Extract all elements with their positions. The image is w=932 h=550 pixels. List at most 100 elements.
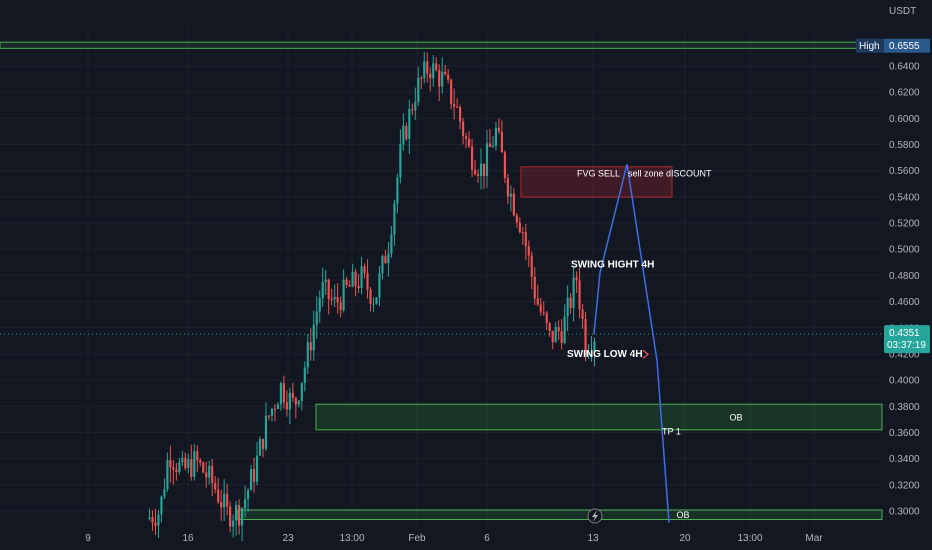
candle-body	[512, 193, 515, 216]
candle-body	[351, 271, 354, 287]
candle-body	[563, 316, 566, 343]
candle-body	[348, 285, 351, 287]
candle-body	[193, 451, 196, 477]
candle-body	[300, 382, 303, 401]
candle-body	[536, 298, 539, 305]
candle-body	[435, 63, 438, 71]
tp1-label: TP 1	[662, 427, 681, 437]
zone-high-line	[0, 41, 883, 49]
candle-body	[482, 163, 486, 176]
sell-zone-label: sell zone dISCOUNT	[628, 169, 712, 179]
candle-body	[363, 266, 366, 274]
candle-body	[223, 493, 226, 508]
candle-body	[324, 279, 327, 282]
candle-body	[297, 400, 300, 405]
candle-body	[423, 61, 426, 79]
y-tick-label: 0.3400	[889, 454, 920, 465]
candle-body	[202, 462, 205, 473]
candle-body	[217, 489, 220, 503]
candle-body	[584, 319, 587, 356]
candle-body	[279, 383, 282, 405]
candle-body	[276, 404, 279, 409]
candle-body	[396, 177, 399, 204]
x-tick-label: 16	[182, 533, 194, 544]
candle-body	[578, 280, 581, 310]
candle-body	[205, 472, 208, 478]
candle-body	[220, 502, 223, 508]
candle-body	[587, 352, 590, 356]
x-tick-label: 13	[587, 533, 599, 544]
candle-body	[354, 271, 357, 286]
annotations: FVG SELL sell zone dISCOUNT OB OB SWING HIGH…	[567, 169, 743, 524]
candle-body	[255, 455, 259, 482]
candle-body	[467, 138, 471, 147]
candle-body	[557, 327, 560, 332]
candle-body	[157, 514, 160, 526]
candle-body	[199, 460, 202, 463]
candle-body	[273, 408, 277, 410]
candle-body	[336, 296, 339, 303]
candle-body	[488, 143, 492, 147]
candle-body	[309, 342, 312, 351]
candle-body	[453, 103, 456, 107]
candle-body	[270, 408, 274, 416]
candle-body	[521, 232, 524, 234]
candle-body	[321, 281, 324, 299]
price-axis[interactable]: USDT 0.6400 0.6200 0.6000 0.5800 0.5600 0.5400…	[889, 6, 920, 518]
lightning-glyph-icon	[592, 510, 598, 522]
candle-body	[318, 298, 321, 312]
candle-body	[252, 469, 256, 482]
ob-upper-label: OB	[729, 413, 742, 423]
candle-body	[438, 70, 441, 87]
candle-body	[327, 279, 330, 299]
candle-body	[282, 383, 285, 403]
y-tick-label: 0.3600	[889, 428, 920, 439]
candle-body	[249, 469, 253, 491]
candle-body	[235, 505, 238, 521]
current-price-text: 0.4351	[889, 328, 920, 339]
candle-body	[533, 276, 536, 299]
candle-body	[462, 121, 465, 137]
candle-body	[414, 101, 417, 111]
time-axis[interactable]: 9 16 23 13:00 Feb 6 13 20 13:00 Mar	[85, 533, 823, 544]
x-tick-label: 9	[85, 533, 91, 544]
candle-body	[381, 256, 384, 274]
candle-body	[333, 296, 336, 300]
candle-body	[456, 106, 459, 108]
candle-body	[509, 193, 512, 197]
candle-body	[560, 331, 563, 343]
candle-body	[285, 402, 288, 410]
candle-body	[426, 61, 429, 74]
high-value-badge	[884, 38, 930, 53]
candle-body	[473, 169, 477, 175]
candle-body	[441, 71, 444, 87]
candle-body	[405, 125, 408, 139]
candle-body	[479, 163, 483, 177]
swing-low-label: SWING LOW 4H	[567, 349, 643, 360]
y-tick-label: 0.4800	[889, 271, 920, 282]
candle-body	[166, 460, 169, 490]
x-tick-label: 20	[679, 533, 691, 544]
candle-body	[154, 522, 157, 526]
x-tick-label: 13:00	[339, 533, 364, 544]
candle-body	[175, 469, 178, 472]
candle-body	[524, 232, 527, 247]
candle-body	[312, 324, 315, 351]
candle-body	[211, 465, 214, 483]
y-tick-label: 0.5000	[889, 245, 920, 256]
candle-body	[357, 285, 360, 289]
y-tick-label: 0.4600	[889, 297, 920, 308]
zone-fvg-sell	[520, 166, 673, 198]
ob-lower-label: OB	[676, 510, 689, 520]
zone-ob-lower	[237, 509, 883, 521]
y-tick-label: 0.4000	[889, 376, 920, 387]
y-tick-label: 0.3200	[889, 480, 920, 491]
candle-body	[288, 392, 291, 410]
zones	[0, 41, 883, 521]
y-tick-label: 0.5400	[889, 192, 920, 203]
fvg-sell-label: FVG SELL	[577, 169, 620, 179]
candle-body	[429, 73, 432, 79]
candle-body	[148, 517, 151, 519]
candle-body	[267, 415, 271, 417]
